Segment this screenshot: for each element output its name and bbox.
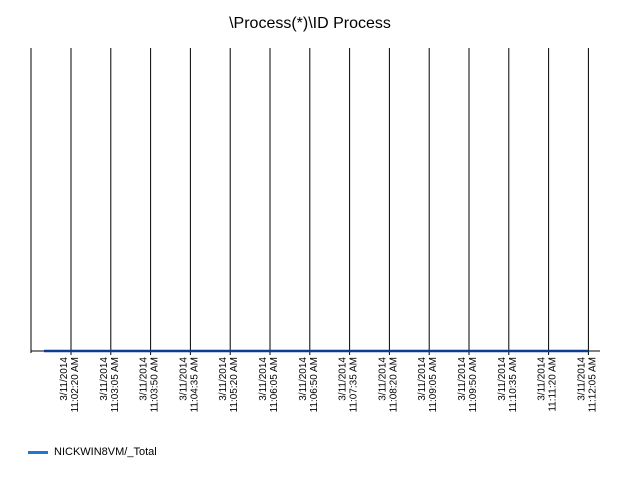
x-tick-time: 11:07:35 AM: [349, 357, 360, 412]
x-tick-time: 11:03:50 AM: [150, 357, 161, 412]
x-tick-date: 3/11/2014: [417, 357, 428, 401]
x-tick-time: 11:02:20 AM: [70, 357, 81, 412]
x-tick-date: 3/11/2014: [139, 357, 150, 401]
x-tick-time: 11:06:50 AM: [309, 357, 320, 412]
x-tick-time: 11:09:50 AM: [468, 357, 479, 412]
x-tick-date: 3/11/2014: [576, 357, 587, 401]
x-tick-time: 11:11:20 AM: [548, 357, 559, 412]
x-tick-date: 3/11/2014: [218, 357, 229, 401]
x-tick-date: 3/11/2014: [178, 357, 189, 401]
x-tick-date: 3/11/2014: [377, 357, 388, 401]
x-tick-label: 3/11/2014 11:08:20 AM: [377, 357, 399, 413]
x-tick-label: 3/11/2014 11:04:35 AM: [178, 357, 200, 413]
x-tick-date: 3/11/2014: [457, 357, 468, 401]
x-tick-date: 3/11/2014: [338, 357, 349, 401]
x-tick-time: 11:09:05 AM: [428, 357, 439, 412]
x-tick-date: 3/11/2014: [497, 357, 508, 401]
x-tick-date: 3/11/2014: [258, 357, 269, 401]
x-tick-time: 11:03:05 AM: [110, 357, 121, 412]
x-tick-label: 3/11/2014 11:09:50 AM: [457, 357, 479, 413]
x-tick-label: 3/11/2014 11:06:50 AM: [298, 357, 320, 413]
x-tick-label: 3/11/2014 11:07:35 AM: [338, 357, 360, 413]
legend-label: NICKWIN8VM/_Total: [54, 446, 157, 458]
x-tick-label: 3/11/2014 11:06:05 AM: [258, 357, 280, 413]
x-tick-label: 3/11/2014 11:12:05 AM: [576, 357, 598, 413]
x-tick-time: 11:06:05 AM: [269, 357, 280, 412]
legend: NICKWIN8VM/_Total: [28, 446, 157, 458]
x-tick-label: 3/11/2014 11:09:05 AM: [417, 357, 439, 413]
x-tick-time: 11:08:20 AM: [388, 357, 399, 412]
x-tick-time: 11:10:35 AM: [508, 357, 519, 412]
x-tick-date: 3/11/2014: [298, 357, 309, 401]
x-tick-label: 3/11/2014 11:03:05 AM: [99, 357, 121, 413]
x-tick-time: 11:12:05 AM: [587, 357, 598, 412]
x-tick-label: 3/11/2014 11:02:20 AM: [59, 357, 81, 413]
x-tick-label: 3/11/2014 11:10:35 AM: [497, 357, 519, 413]
x-tick-time: 11:04:35 AM: [189, 357, 200, 412]
x-tick-label: 3/11/2014 11:05:20 AM: [218, 357, 240, 413]
legend-swatch: [28, 450, 48, 454]
x-tick-time: 11:05:20 AM: [229, 357, 240, 412]
x-tick-label: 3/11/2014 11:03:50 AM: [139, 357, 161, 413]
x-tick-date: 3/11/2014: [99, 357, 110, 401]
x-tick-date: 3/11/2014: [537, 357, 548, 401]
chart-title: \Process(*)\ID Process: [229, 15, 391, 32]
x-tick-date: 3/11/2014: [59, 357, 70, 401]
x-tick-label: 3/11/2014 11:11:20 AM: [537, 357, 559, 412]
